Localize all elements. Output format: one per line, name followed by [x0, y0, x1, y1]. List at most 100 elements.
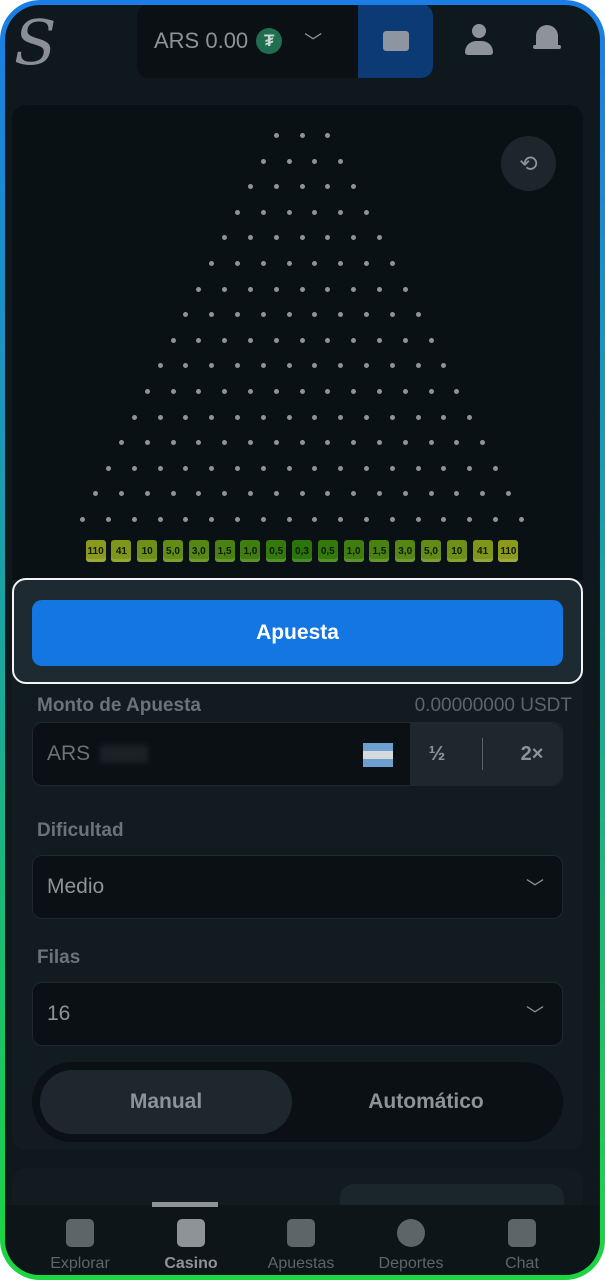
peg: [364, 517, 369, 522]
peg: [247, 440, 253, 446]
balance-text: ARS 0.00: [154, 28, 249, 53]
half-button[interactable]: ½: [428, 742, 446, 765]
rows-select[interactable]: 16 ﹀: [32, 982, 563, 1046]
peg: [299, 133, 305, 138]
peg: [364, 363, 369, 369]
peg: [299, 235, 305, 241]
basketball-icon: [397, 1219, 425, 1247]
multiplier-bucket: 110: [498, 540, 519, 562]
peg: [286, 158, 292, 164]
chevron-down-icon: ﹀: [526, 1005, 544, 1025]
divider: [482, 738, 484, 770]
bet-button[interactable]: Apuesta: [32, 600, 563, 666]
wallet-button[interactable]: [358, 5, 433, 78]
peg: [351, 389, 357, 394]
peg: [209, 363, 215, 369]
bet-amount-input[interactable]: ARS ½ 2×: [32, 722, 563, 786]
nav-explorar[interactable]: Explorar: [25, 1219, 135, 1273]
peg: [338, 312, 344, 318]
peg: [325, 491, 331, 497]
peg: [312, 363, 318, 369]
peg: [415, 312, 421, 318]
nav-casino[interactable]: Casino: [136, 1219, 246, 1273]
peg: [93, 491, 99, 497]
peg: [157, 363, 163, 369]
nav-chat[interactable]: Chat: [467, 1219, 577, 1273]
peg: [389, 465, 395, 471]
peg: [338, 261, 344, 266]
multiplier-bucket: 0,3: [292, 540, 312, 562]
peg: [247, 337, 253, 343]
peg: [106, 465, 111, 471]
peg: [299, 440, 305, 446]
argentina-flag-icon: [363, 743, 393, 767]
peg: [338, 363, 344, 369]
user-icon[interactable]: [464, 24, 494, 58]
mode-auto-tab[interactable]: Automático: [368, 1090, 484, 1113]
peg: [260, 158, 266, 164]
peg: [389, 312, 395, 318]
peg: [222, 286, 228, 292]
peg: [273, 440, 279, 446]
peg: [467, 517, 473, 522]
peg: [222, 491, 228, 497]
peg: [247, 184, 253, 190]
chat-icon: [508, 1219, 536, 1247]
difficulty-select[interactable]: Medio ﹀: [32, 855, 563, 919]
peg: [376, 235, 382, 241]
peg: [118, 491, 124, 497]
peg: [209, 261, 215, 266]
logo[interactable]: S: [14, 6, 57, 79]
peg: [183, 312, 189, 318]
mode-manual-tab[interactable]: Manual: [40, 1070, 292, 1134]
peg: [402, 440, 408, 446]
peg: [106, 517, 111, 522]
peg: [480, 491, 486, 497]
peg: [467, 465, 473, 471]
peg: [376, 286, 382, 292]
nav-deportes[interactable]: Deportes: [356, 1219, 466, 1273]
mode-toggle: Manual Automático: [32, 1062, 563, 1142]
plinko-board: [12, 105, 583, 580]
peg: [338, 517, 344, 522]
peg: [338, 158, 344, 164]
chevron-down-icon: ﹀: [526, 878, 544, 898]
peg: [157, 414, 163, 420]
multiplier-bucket: 1,0: [343, 540, 364, 562]
double-button[interactable]: 2×: [520, 742, 544, 765]
peg: [286, 312, 292, 318]
history-timer-icon[interactable]: ⟲: [501, 136, 556, 191]
peg: [80, 517, 86, 522]
peg: [441, 414, 447, 420]
peg: [209, 465, 215, 471]
peg: [505, 491, 511, 497]
peg: [351, 337, 357, 343]
difficulty-label: Dificultad: [37, 820, 124, 841]
peg: [260, 517, 266, 522]
peg: [222, 337, 228, 343]
nav-apuestas[interactable]: Apuestas: [246, 1219, 356, 1273]
nav-label: Chat: [505, 1255, 539, 1272]
peg: [286, 465, 292, 471]
peg: [338, 465, 344, 471]
multiplier-bucket: 0,5: [317, 540, 338, 562]
multiplier-bucket: 10: [137, 540, 158, 562]
peg: [454, 389, 460, 394]
bell-icon[interactable]: [533, 22, 561, 56]
rows-value: 16: [47, 1002, 71, 1025]
peg: [183, 465, 189, 471]
multiplier-bucket: 10: [446, 540, 467, 562]
peg: [144, 491, 150, 497]
peg: [338, 414, 344, 420]
peg: [376, 337, 382, 343]
tether-icon: ₮: [256, 28, 283, 54]
multiplier-bucket: 5,0: [421, 540, 441, 562]
peg: [247, 389, 253, 394]
peg: [286, 414, 292, 420]
peg: [415, 414, 421, 420]
peg: [364, 414, 369, 420]
peg: [196, 440, 202, 446]
peg: [235, 312, 240, 318]
peg: [441, 465, 447, 471]
peg: [364, 209, 369, 215]
